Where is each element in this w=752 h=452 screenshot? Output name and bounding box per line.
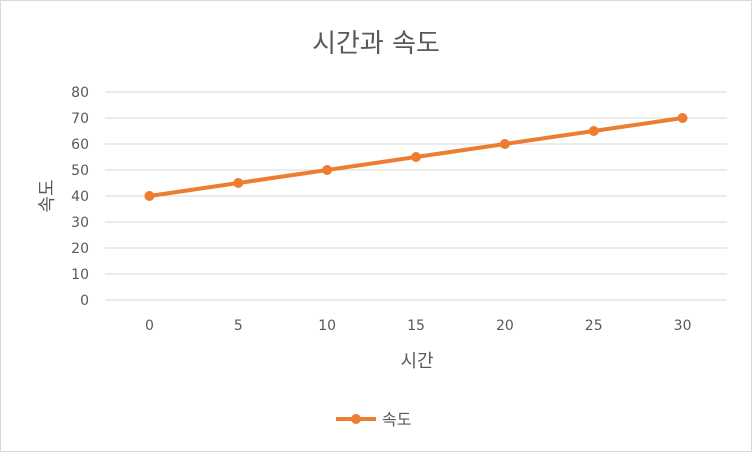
y-axis-label: 속도 bbox=[37, 179, 58, 212]
y-tick-label: 80 bbox=[71, 85, 89, 101]
data-point[interactable] bbox=[677, 113, 688, 123]
x-tick-label: 25 bbox=[585, 318, 603, 334]
x-tick-label: 0 bbox=[145, 318, 154, 334]
data-point[interactable] bbox=[144, 191, 155, 201]
y-tick-label: 60 bbox=[71, 137, 89, 153]
gridlines bbox=[105, 91, 727, 301]
y-tick-label: 10 bbox=[71, 267, 89, 283]
y-tick-label: 70 bbox=[71, 111, 89, 127]
data-point[interactable] bbox=[411, 152, 421, 162]
series-group bbox=[144, 113, 688, 201]
y-tick-label: 0 bbox=[80, 293, 89, 309]
x-axis-ticks: 0 5 10 15 20 25 30 bbox=[145, 318, 692, 334]
x-tick-label: 15 bbox=[407, 318, 425, 334]
y-tick-label: 20 bbox=[71, 241, 89, 257]
data-point[interactable] bbox=[588, 126, 599, 136]
x-tick-label: 30 bbox=[674, 318, 692, 334]
data-point[interactable] bbox=[233, 178, 244, 188]
data-point[interactable] bbox=[322, 165, 333, 175]
legend-marker bbox=[351, 414, 361, 424]
y-axis-ticks: 0 10 20 30 40 50 60 70 80 bbox=[71, 85, 89, 309]
y-tick-label: 40 bbox=[71, 189, 89, 205]
x-tick-label: 10 bbox=[318, 318, 336, 334]
y-tick-label: 50 bbox=[71, 163, 89, 179]
x-tick-label: 5 bbox=[234, 318, 243, 334]
chart-title: 시간과 속도 bbox=[312, 29, 440, 59]
x-axis-label: 시간 bbox=[400, 351, 433, 372]
legend[interactable]: 속도 bbox=[336, 410, 411, 429]
data-point[interactable] bbox=[499, 139, 510, 149]
x-tick-label: 20 bbox=[496, 318, 514, 334]
legend-label: 속도 bbox=[382, 410, 411, 429]
y-tick-label: 30 bbox=[71, 215, 89, 231]
